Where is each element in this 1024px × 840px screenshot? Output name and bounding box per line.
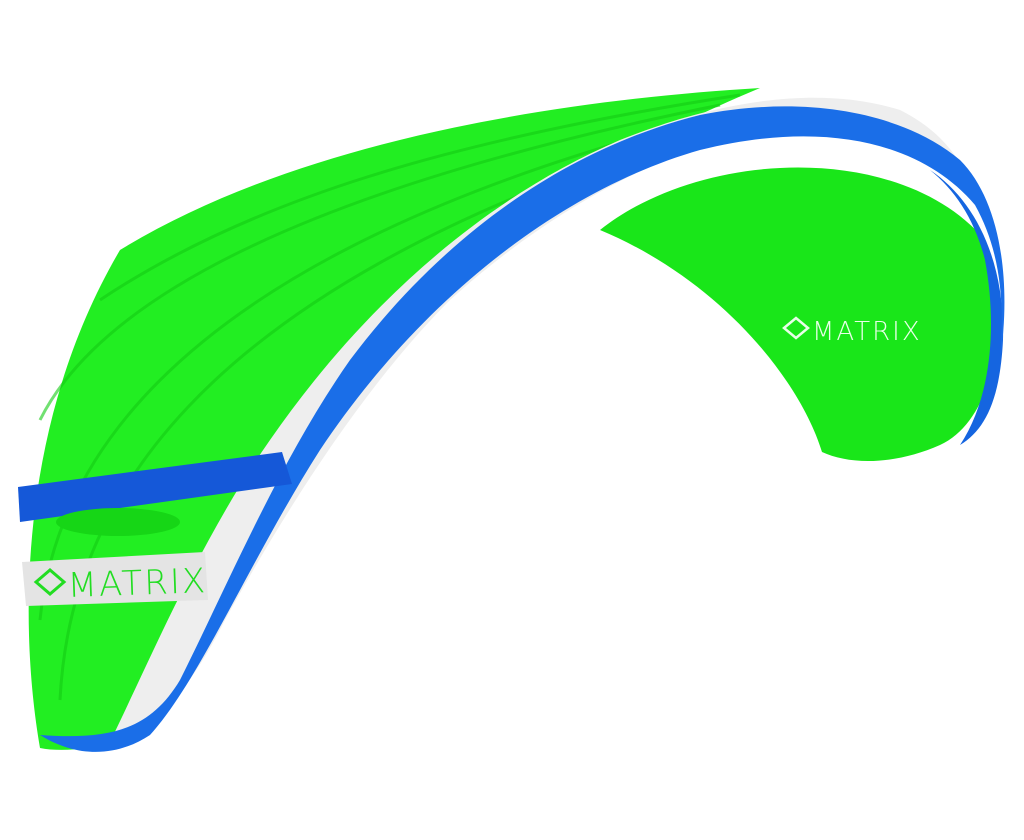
logo-text: MATRIX [67,561,208,606]
canopy-underside [600,167,998,462]
canopy-top [28,88,760,750]
logo-band [22,552,208,606]
blue-stripe [18,452,292,522]
logo-icon [33,568,67,596]
logo-icon [782,316,810,340]
logo-text: MATRIX [812,317,922,347]
wing-tip-right [930,170,1004,445]
rib-lines [38,93,741,701]
leading-edge-blue [40,106,1005,752]
leading-edge-white [110,97,975,743]
vent [56,508,180,536]
